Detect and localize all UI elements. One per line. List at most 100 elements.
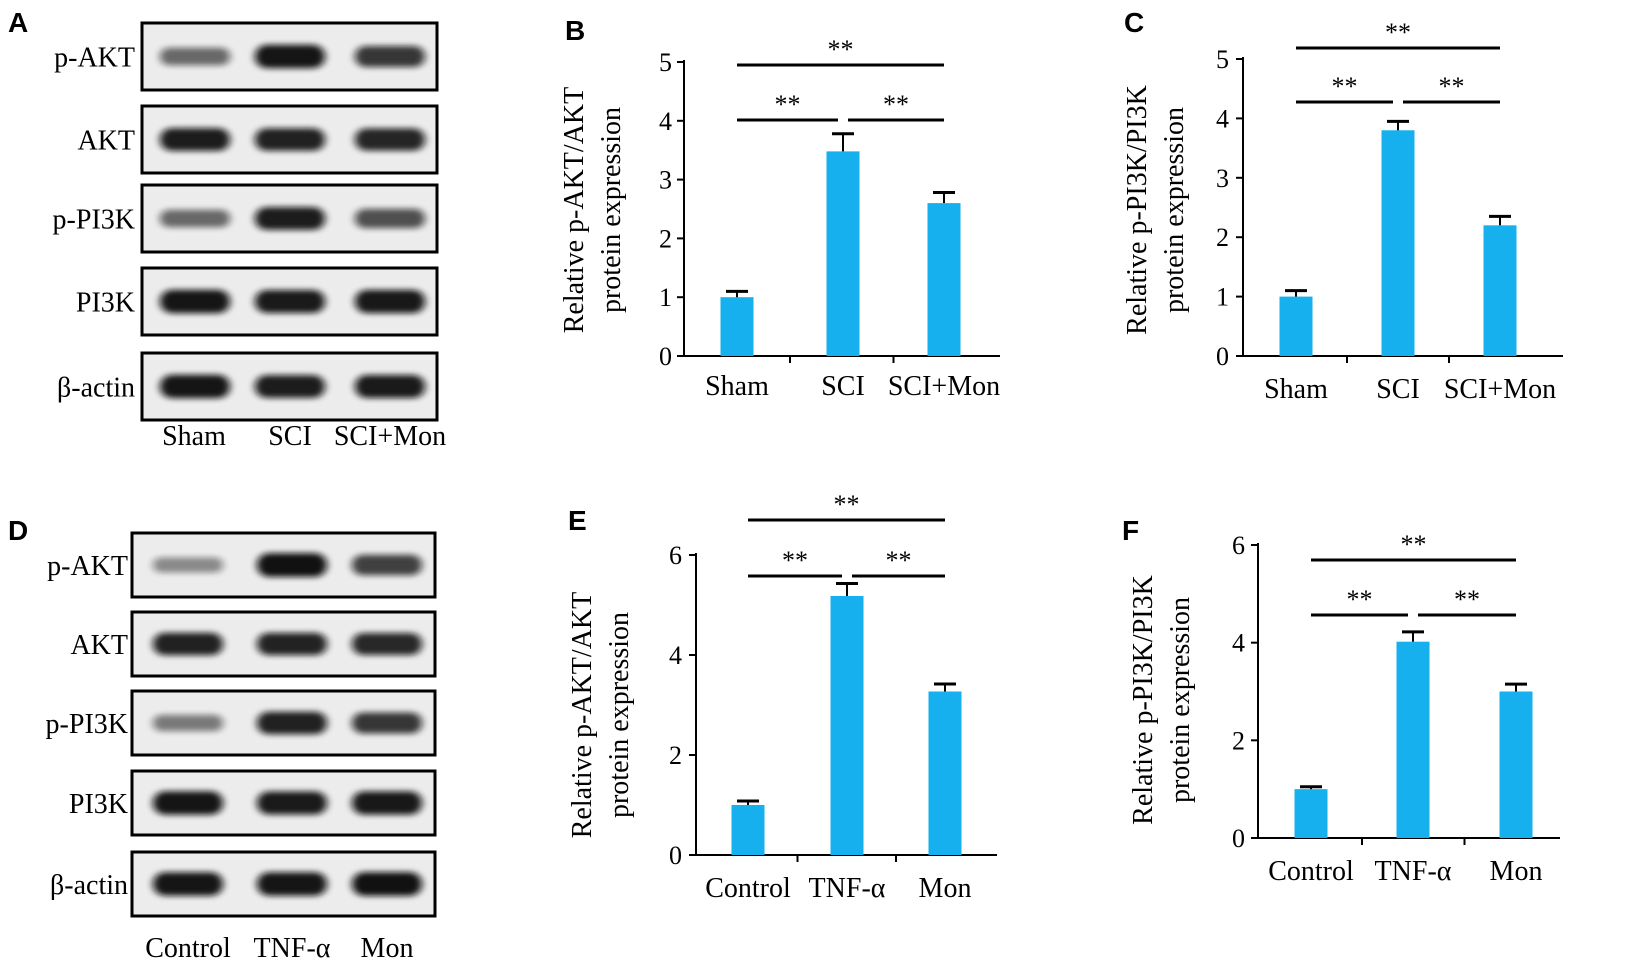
panel-letter-e: E <box>568 505 587 536</box>
blot-band <box>352 632 422 656</box>
blot-band <box>355 46 425 67</box>
y-axis-label: Relative p-AKT/AKT <box>567 592 598 839</box>
blot-row-label: PI3K <box>76 288 135 319</box>
blot-band <box>153 714 223 732</box>
y-axis-label: protein expression <box>1159 107 1190 313</box>
x-tick-label: SCI <box>1376 374 1420 405</box>
y-tick-label: 4 <box>1216 104 1229 133</box>
blot-row: β-actin <box>50 850 437 918</box>
blot-row-label: PI3K <box>69 789 128 820</box>
bar <box>1381 130 1415 356</box>
blot-band <box>153 791 223 815</box>
blot-band <box>153 557 223 573</box>
blot-row-label: AKT <box>70 630 128 661</box>
y-tick-label: 0 <box>659 342 672 371</box>
bar <box>1483 225 1517 356</box>
y-tick-label: 4 <box>669 641 682 670</box>
blot-lane-label: Sham <box>162 421 226 452</box>
blot-band <box>153 632 223 656</box>
blot-row: p-AKT <box>47 531 437 599</box>
panel-letter-b: B <box>565 15 585 46</box>
blot-row-label: p-AKT <box>47 551 128 582</box>
y-tick-label: 0 <box>669 841 682 870</box>
bar <box>928 691 962 855</box>
blot-row-label: p-PI3K <box>46 709 128 740</box>
significance-label: ** <box>1385 18 1411 47</box>
blot-band <box>160 289 230 314</box>
blot-band <box>255 207 325 230</box>
blot-row-label: AKT <box>77 126 135 157</box>
y-tick-label: 6 <box>1232 531 1245 560</box>
blot-row: AKT <box>70 610 437 678</box>
x-tick-label: Mon <box>919 873 972 904</box>
significance-label: ** <box>834 490 860 519</box>
y-tick-label: 2 <box>1232 726 1245 755</box>
x-tick-label: Control <box>1268 856 1354 887</box>
x-tick-label: Sham <box>1264 374 1328 405</box>
x-tick-label: SCI <box>821 371 865 402</box>
blot-band <box>160 47 230 66</box>
y-tick-label: 4 <box>659 107 672 136</box>
x-tick-label: Sham <box>705 371 769 402</box>
x-tick-label: Mon <box>1490 856 1543 887</box>
y-axis-label: Relative p-PI3K/PI3K <box>1128 575 1159 825</box>
y-tick-label: 0 <box>1232 824 1245 853</box>
blot-band <box>355 374 425 399</box>
blot-band <box>352 791 422 815</box>
significance-label: ** <box>1439 72 1465 101</box>
blot-row: p-PI3K <box>46 689 437 757</box>
blot-band <box>257 711 327 735</box>
bar <box>1294 789 1328 838</box>
blot-row: AKT <box>77 104 439 175</box>
y-tick-label: 1 <box>659 283 672 312</box>
x-tick-label: SCI+Mon <box>1444 374 1556 405</box>
bar <box>830 596 864 855</box>
y-axis-label: protein expression <box>604 612 635 818</box>
significance-label: ** <box>828 35 854 64</box>
bar-chart-b: B Relative p-AKT/AKT protein expression 0 1 2… <box>559 15 1000 402</box>
blot-lane-label: TNF-α <box>254 933 331 964</box>
blot-band <box>257 553 327 577</box>
blot-row-label: p-AKT <box>54 43 135 74</box>
blot-band <box>255 44 325 69</box>
blot-row: p-PI3K <box>53 183 439 254</box>
bar-chart-c: C Relative p-PI3K/PI3K protein expression 0… <box>1122 7 1563 405</box>
bar <box>927 203 961 356</box>
y-tick-label: 5 <box>659 48 672 77</box>
panel-letter-a: A <box>8 7 28 38</box>
significance-label: ** <box>883 90 909 119</box>
blot-band <box>255 289 325 314</box>
y-tick-label: 2 <box>659 224 672 253</box>
bar <box>1499 691 1533 838</box>
blot-lane-label: SCI <box>268 421 312 452</box>
x-tick-label: TNF-α <box>1375 856 1452 887</box>
y-tick-label: 5 <box>1216 45 1229 74</box>
blot-panel-d: Dp-AKT AKT p-PI3K PI3K β-actin Control TNF-α Mo… <box>8 515 437 964</box>
y-axis-label: Relative p-AKT/AKT <box>559 87 590 334</box>
y-tick-label: 2 <box>1216 223 1229 252</box>
blot-row-label: β-actin <box>57 373 135 404</box>
x-tick-label: Control <box>705 873 791 904</box>
y-tick-label: 3 <box>1216 164 1229 193</box>
significance-label: ** <box>1401 530 1427 559</box>
significance-label: ** <box>886 546 912 575</box>
y-tick-label: 2 <box>669 741 682 770</box>
bar-chart-f: F Relative p-PI3K/PI3K protein expression 0… <box>1122 515 1560 887</box>
bar <box>1396 641 1430 838</box>
blot-row: PI3K <box>76 266 439 337</box>
significance-label: ** <box>782 546 808 575</box>
blot-row: p-AKT <box>54 21 439 92</box>
significance-label: ** <box>1347 585 1373 614</box>
blot-panel-a: Ap-AKT AKT p-PI3K PI3K β-actin Sham SCI SCI+Mon <box>8 7 446 452</box>
bar <box>731 805 765 855</box>
blot-band <box>153 872 223 896</box>
blot-band <box>355 128 425 151</box>
blot-band <box>160 209 230 228</box>
blot-band <box>160 374 230 399</box>
y-tick-label: 0 <box>1216 342 1229 371</box>
panel-letter-d: D <box>8 515 28 546</box>
blot-band <box>355 289 425 314</box>
panel-letter-f: F <box>1122 515 1139 546</box>
y-tick-label: 3 <box>659 166 672 195</box>
